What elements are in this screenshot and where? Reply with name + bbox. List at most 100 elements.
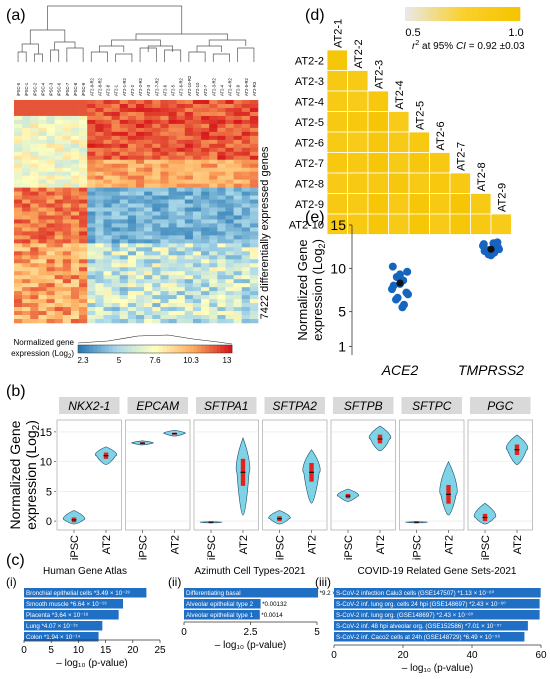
sample-label: AT2-10-R2	[187, 75, 192, 96]
heatmap-cell	[111, 195, 121, 200]
heatmap-cell	[127, 155, 137, 161]
heatmap-cell	[160, 291, 169, 296]
heatmap-cell	[152, 227, 161, 232]
heatmap-cell	[152, 115, 161, 121]
heatmap-cell	[79, 271, 88, 276]
heatmap-cell	[225, 259, 234, 264]
heatmap-cell	[249, 100, 259, 105]
heatmap-cell	[46, 279, 55, 284]
dotplot-y-tick-label: 10	[330, 260, 346, 276]
violin-gene-header	[470, 397, 531, 414]
bar-x-tick-label: 5	[48, 645, 54, 656]
heatmap-cell	[70, 159, 80, 165]
heatmap-cell	[95, 100, 104, 105]
heatmap-cell	[176, 235, 186, 240]
heatmap-cell	[79, 231, 88, 236]
panel-b-label: (b)	[6, 383, 26, 400]
heatmap-cell	[152, 235, 161, 240]
heatmap-cell	[168, 263, 177, 268]
heatmap-cell	[184, 303, 194, 308]
heatmap-cell	[225, 155, 234, 161]
heatmap-cell	[233, 163, 243, 168]
violin-group-label: iPSC	[343, 535, 355, 560]
heatmap-cell	[46, 275, 55, 280]
heatmap-cell	[111, 183, 121, 188]
heatmap-cell	[119, 303, 129, 308]
corr-row-label: AT2-8	[295, 178, 324, 190]
heatmap-cell	[62, 107, 72, 113]
colorbar-swatch	[120, 345, 125, 353]
dendrogram-link	[17, 51, 27, 62]
heatmap-cell	[144, 107, 153, 113]
heatmap-cell	[79, 203, 88, 208]
heatmap-cell	[233, 243, 243, 248]
heatmap-cell	[225, 307, 234, 312]
heatmap-cell	[79, 223, 88, 228]
heatmap-cell	[103, 103, 112, 109]
heatmap-cell	[14, 231, 23, 236]
scale-swatch	[407, 7, 412, 21]
heatmap-cell	[160, 227, 169, 232]
heatmap-cell	[46, 103, 55, 109]
heatmap-cell	[87, 111, 96, 117]
heatmap-cell	[127, 191, 137, 196]
heatmap-cell	[192, 227, 202, 232]
colorbar-swatch	[185, 345, 190, 353]
heatmap-cell	[111, 171, 121, 176]
heatmap-cell	[79, 315, 88, 320]
heatmap-cell	[46, 151, 55, 157]
heatmap-cell	[201, 119, 210, 125]
corr-col-label: AT2-4	[394, 80, 406, 109]
heatmap-cell	[184, 243, 194, 248]
heatmap-cell	[225, 271, 234, 276]
heatmap-cell	[217, 191, 226, 196]
heatmap-cell	[241, 211, 251, 216]
heatmap-cell	[217, 267, 226, 272]
heatmap-cell	[111, 279, 121, 284]
heatmap-cell	[95, 319, 104, 324]
heatmap-cell	[160, 287, 169, 292]
heatmap-cell	[176, 203, 186, 208]
scale-swatch	[491, 7, 495, 21]
heatmap-cell	[111, 247, 121, 252]
heatmap-cell	[30, 155, 39, 161]
heatmap-cell	[70, 115, 80, 121]
heatmap-cell	[209, 243, 218, 248]
heatmap-cell	[136, 151, 145, 157]
heatmap-cell	[103, 135, 112, 141]
heatmap-cell	[152, 231, 161, 236]
heatmap-cell	[87, 231, 96, 236]
dendrogram-link	[135, 33, 228, 40]
heatmap-cell	[136, 283, 145, 288]
heatmap-cell	[241, 219, 251, 224]
heatmap-cell	[184, 199, 194, 204]
panel-d-label: (d)	[305, 7, 325, 24]
corr-cell	[367, 131, 389, 153]
heatmap-cell	[95, 203, 104, 208]
heatmap-cell	[201, 219, 210, 224]
heatmap-cell	[22, 307, 31, 312]
heatmap-cell	[233, 131, 243, 137]
heatmap-cell	[70, 100, 80, 105]
corr-cell	[449, 193, 471, 215]
heatmap-cell	[30, 271, 39, 276]
violin-gene-header	[401, 397, 462, 414]
heatmap-cell	[241, 303, 251, 308]
heatmap-cell	[79, 195, 88, 200]
heatmap-cell	[176, 315, 186, 320]
corr-col-label: AT2-9	[496, 183, 508, 212]
heatmap-cell	[249, 163, 259, 168]
heatmap-cell	[87, 267, 96, 272]
heatmap-cell	[103, 139, 112, 145]
heatmap-cell	[241, 207, 251, 212]
heatmap-cell	[249, 299, 259, 304]
heatmap-cell	[87, 139, 96, 145]
corr-col-label: AT2-2	[353, 39, 365, 68]
heatmap-cell	[249, 223, 259, 228]
heatmap-cell	[30, 147, 39, 153]
heatmap-cell	[54, 291, 64, 296]
heatmap-cell	[22, 151, 31, 157]
heatmap-cell	[249, 275, 259, 280]
